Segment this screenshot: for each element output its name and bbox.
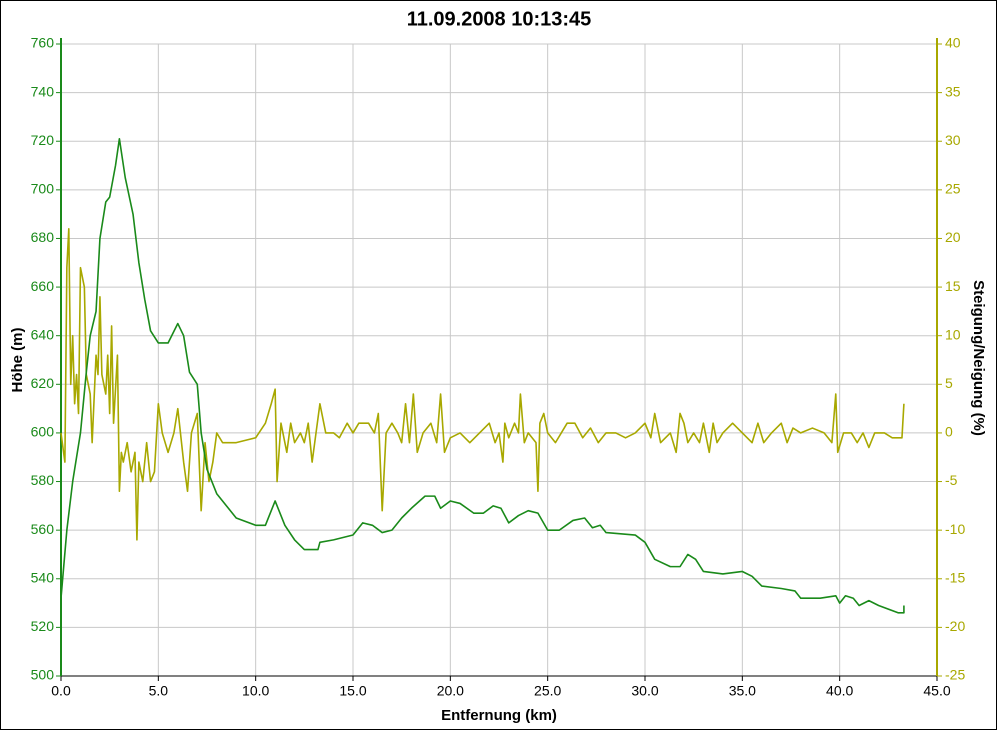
y2-tick-label: 0 [945,424,953,440]
y2-tick-label: -10 [945,521,965,537]
chart-title: 11.09.2008 10:13:45 [407,8,592,30]
y2-tick-label: -25 [945,667,965,683]
y2-tick-label: -15 [945,569,965,585]
y-tick-label: 760 [31,35,55,51]
y-tick-label: 720 [31,132,55,148]
y-tick-label: 620 [31,375,55,391]
x-tick-label: 10.0 [242,683,269,699]
x-tick-label: 40.0 [826,683,853,699]
y2-tick-label: -5 [945,472,958,488]
y-tick-label: 560 [31,521,55,537]
y-tick-label: 500 [31,667,55,683]
y2-tick-label: 10 [945,326,961,342]
x-tick-label: 45.0 [923,683,950,699]
x-tick-label: 15.0 [339,683,366,699]
y2-axis-label: Steigung/Neigung (%) [970,280,987,436]
x-tick-label: 20.0 [437,683,464,699]
y2-tick-label: 15 [945,278,961,294]
y-tick-label: 600 [31,424,55,440]
y-tick-label: 520 [31,618,55,634]
y2-tick-label: 35 [945,83,961,99]
y2-tick-label: 5 [945,375,953,391]
y-tick-label: 540 [31,569,55,585]
x-tick-label: 25.0 [534,683,561,699]
y-tick-label: 700 [31,181,55,197]
y-tick-label: 680 [31,229,55,245]
y-tick-label: 740 [31,83,55,99]
y2-tick-label: 30 [945,132,961,148]
x-axis-label: Entfernung (km) [441,707,557,724]
y2-tick-label: -20 [945,618,965,634]
x-tick-label: 30.0 [631,683,658,699]
x-tick-label: 5.0 [149,683,169,699]
y2-tick-label: 20 [945,229,961,245]
x-tick-label: 35.0 [729,683,756,699]
y-tick-label: 660 [31,278,55,294]
y-tick-label: 640 [31,326,55,342]
y2-tick-label: 25 [945,181,961,197]
x-tick-label: 0.0 [51,683,71,699]
data-line [60,227,905,541]
y2-tick-label: 40 [945,35,961,51]
y-axis-label: Höhe (m) [9,328,26,393]
y-tick-label: 580 [31,472,55,488]
data-line [60,138,905,614]
